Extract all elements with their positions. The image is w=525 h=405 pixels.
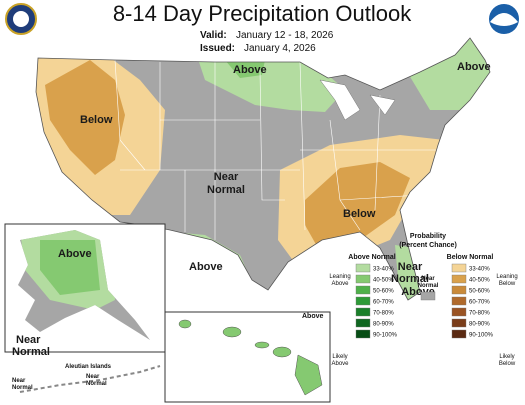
legend-range: 90-100% bbox=[469, 333, 494, 339]
logo bbox=[5, 3, 519, 35]
legend-header: Below Normal bbox=[447, 254, 494, 261]
region-label: Above bbox=[58, 248, 92, 260]
legend-group: Below bbox=[499, 361, 516, 367]
region-label: Above bbox=[189, 261, 223, 273]
legend-range: 60-70% bbox=[373, 300, 394, 306]
legend-range: 50-60% bbox=[469, 289, 490, 295]
region-label: Normal bbox=[12, 346, 50, 358]
legend-range: 80-90% bbox=[469, 322, 490, 328]
legend-swatch bbox=[451, 296, 467, 306]
legend-swatch bbox=[355, 263, 371, 273]
region-label: Near bbox=[214, 171, 239, 183]
legend-group: Likely bbox=[499, 354, 514, 360]
region-label: Normal bbox=[86, 381, 107, 387]
aleutian-islands bbox=[19, 365, 161, 393]
legend-group: Likely bbox=[332, 354, 347, 360]
legend-header: Above Normal bbox=[348, 254, 396, 261]
region-label: Near bbox=[12, 378, 26, 384]
hawaii bbox=[178, 319, 323, 396]
aleutians-title: Aleutian Islands bbox=[65, 364, 112, 370]
region-label: Above bbox=[457, 61, 491, 73]
legend-range: 33-40% bbox=[469, 267, 490, 273]
legend-range: 70-80% bbox=[373, 311, 394, 317]
legend-range: 40-50% bbox=[373, 278, 394, 284]
legend-swatch bbox=[355, 318, 371, 328]
title: 8-14 Day Precipitation Outlook bbox=[113, 1, 412, 26]
region-label: Below bbox=[80, 114, 113, 126]
legend-title: (Percent Chance) bbox=[399, 242, 457, 249]
region-label: Above bbox=[302, 313, 324, 320]
legend-range: 90-100% bbox=[373, 333, 398, 339]
region-label: Above bbox=[233, 64, 267, 76]
legend-group: Leaning bbox=[496, 274, 517, 280]
legend-range: 40-50% bbox=[469, 278, 490, 284]
legend-swatch bbox=[451, 318, 467, 328]
issued-date: January 4, 2026 bbox=[244, 43, 316, 54]
legend-group: Above bbox=[331, 281, 349, 287]
region-label: Normal bbox=[12, 385, 33, 391]
region-label: Normal bbox=[391, 273, 429, 285]
legend-swatch bbox=[451, 263, 467, 273]
legend-swatch bbox=[355, 285, 371, 295]
valid-date: January 12 - 18, 2026 bbox=[236, 30, 334, 41]
region-label: Near bbox=[86, 374, 100, 380]
legend-group: Below bbox=[499, 281, 516, 287]
legend-group: Leaning bbox=[329, 274, 350, 280]
valid-label: Valid: bbox=[200, 30, 227, 41]
region-label: Near bbox=[398, 261, 423, 273]
legend-range: 50-60% bbox=[373, 289, 394, 295]
legend-swatch bbox=[451, 285, 467, 295]
legend-swatch bbox=[355, 307, 371, 317]
region-label: Below bbox=[343, 208, 376, 220]
legend-swatch bbox=[420, 291, 436, 301]
legend-range: 33-40% bbox=[373, 267, 394, 273]
legend-swatch bbox=[355, 274, 371, 284]
issued-label: Issued: bbox=[200, 43, 235, 54]
legend-range: 70-80% bbox=[469, 311, 490, 317]
legend-swatch bbox=[451, 329, 467, 339]
legend-title: Probability bbox=[410, 233, 446, 240]
legend: Probability (Percent Chance) Above Norma… bbox=[329, 233, 517, 367]
region-label: Normal bbox=[207, 184, 245, 196]
legend-near: Near bbox=[421, 276, 435, 282]
legend-range: 80-90% bbox=[373, 322, 394, 328]
legend-range: 60-70% bbox=[469, 300, 490, 306]
legend-near: Normal bbox=[418, 283, 439, 289]
region-label: Near bbox=[16, 334, 41, 346]
legend-group: Above bbox=[331, 361, 349, 367]
legend-swatch bbox=[451, 307, 467, 317]
legend-swatch bbox=[451, 274, 467, 284]
great-lakes bbox=[319, 79, 396, 121]
legend-swatch bbox=[355, 329, 371, 339]
legend-swatch bbox=[355, 296, 371, 306]
